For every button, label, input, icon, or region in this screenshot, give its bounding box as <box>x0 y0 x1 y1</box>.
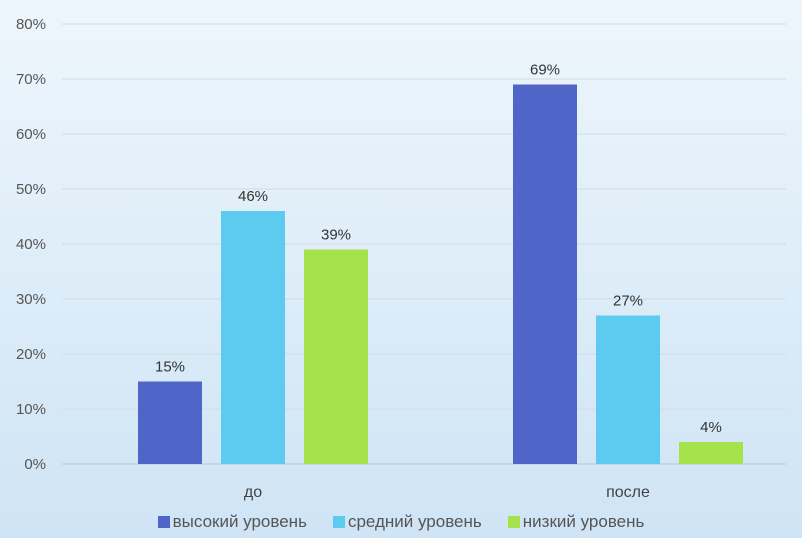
data-labels: 15% 46% 39% 69% 27% 4% <box>155 62 722 437</box>
data-label: 69% <box>530 62 560 79</box>
data-label: 4% <box>700 419 722 436</box>
bar <box>138 381 202 464</box>
y-tick-label: 20% <box>16 346 46 363</box>
y-tick-label: 60% <box>16 126 46 143</box>
category-label: после <box>606 484 650 501</box>
x-axis-categories: до после <box>244 484 650 501</box>
bar <box>221 211 285 464</box>
bar <box>513 84 577 464</box>
legend-swatch <box>332 516 345 528</box>
category-label: до <box>244 484 262 501</box>
bars <box>138 84 743 464</box>
bar <box>596 315 660 464</box>
legend-item: высокий уровень <box>157 512 307 532</box>
y-tick-label: 30% <box>16 291 46 308</box>
data-label: 15% <box>155 359 185 376</box>
data-label: 39% <box>321 227 351 244</box>
legend: высокий уровень средний уровень низкий уро… <box>0 512 802 532</box>
y-tick-label: 0% <box>24 456 46 473</box>
legend-item: низкий уровень <box>507 512 645 532</box>
legend-swatch <box>157 516 170 528</box>
legend-label: низкий уровень <box>522 512 645 531</box>
data-label: 27% <box>613 293 643 310</box>
bar <box>679 442 743 464</box>
bar <box>304 249 368 464</box>
y-axis-ticks: 0% 10% 20% 30% 40% 50% 60% 70% 80% <box>16 16 46 473</box>
y-tick-label: 70% <box>16 71 46 88</box>
legend-label: высокий уровень <box>172 512 307 531</box>
legend-label: средний уровень <box>347 512 482 531</box>
legend-swatch <box>507 516 520 528</box>
data-label: 46% <box>238 188 268 205</box>
legend-item: средний уровень <box>332 512 482 532</box>
y-tick-label: 80% <box>16 16 46 33</box>
y-tick-label: 50% <box>16 181 46 198</box>
y-tick-label: 10% <box>16 401 46 418</box>
y-tick-label: 40% <box>16 236 46 253</box>
